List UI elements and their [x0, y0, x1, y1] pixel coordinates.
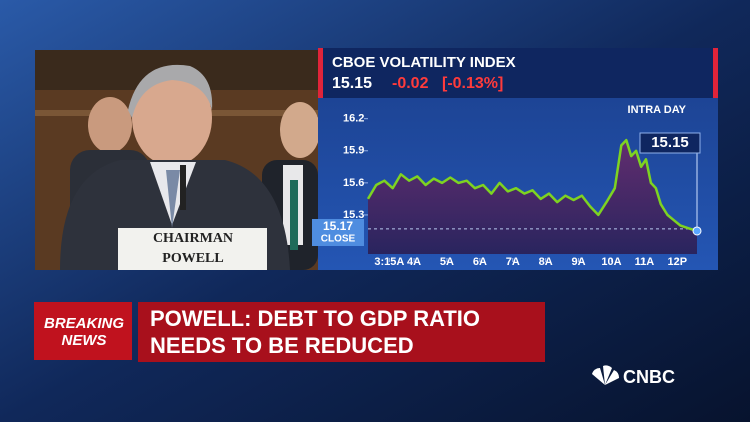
breaking-badge [34, 302, 132, 360]
close-value: 15.17 [323, 219, 353, 233]
logo: CNBC [623, 367, 675, 387]
x-tick-label: 3:15A [374, 256, 404, 268]
close-label: CLOSE [321, 234, 356, 245]
y-tick-label: 16.2 [343, 113, 364, 125]
y-tick-label: 15.9 [343, 145, 364, 157]
plot: 15.3 15.6 15.9 16.2 3:15A 4A 5A 6A 7A 8A 9A 10A 11A 1… [312, 113, 702, 268]
x-tick-label: 5A [440, 256, 454, 268]
headline-box [138, 302, 545, 362]
x-tick-label: 4A [407, 256, 421, 268]
video [35, 50, 320, 270]
y-tick-label: 15.6 [343, 177, 364, 189]
x-tick-label: 9A [572, 256, 586, 268]
last-point [692, 226, 702, 236]
callout [639, 132, 701, 154]
placard-text: POWELL [162, 251, 223, 266]
badge-text: NEWS [62, 332, 107, 349]
x-tick-label: 11A [635, 256, 655, 268]
headline: NEEDS TO BE REDUCED [150, 333, 414, 358]
line [366, 138, 698, 233]
peacock [592, 365, 620, 385]
x-tick-label: 12P [667, 256, 687, 268]
headline: POWELL: DEBT TO GDP RATIO [150, 306, 480, 331]
y-tick-label: 15.3 [343, 209, 364, 221]
accent [318, 48, 323, 98]
accent [713, 48, 718, 98]
change-pct: [-0.13%] [442, 75, 503, 92]
x-tick-label: 7A [506, 256, 520, 268]
chart-title: CBOE VOLATILITY INDEX [332, 54, 516, 71]
last-price: 15.15 [332, 75, 372, 92]
change: -0.02 [392, 75, 429, 92]
callout-label: 15.15 [651, 134, 689, 151]
placard-text: CHAIRMAN [153, 231, 233, 246]
close-box [312, 219, 364, 246]
badge-text: BREAKING [44, 315, 124, 332]
chart-header [318, 48, 718, 98]
x-tick-label: 6A [473, 256, 487, 268]
x-tick-label: 8A [539, 256, 553, 268]
subtitle: INTRA DAY [628, 104, 687, 116]
area [368, 140, 697, 254]
x-tick-label: 10A [601, 256, 621, 268]
